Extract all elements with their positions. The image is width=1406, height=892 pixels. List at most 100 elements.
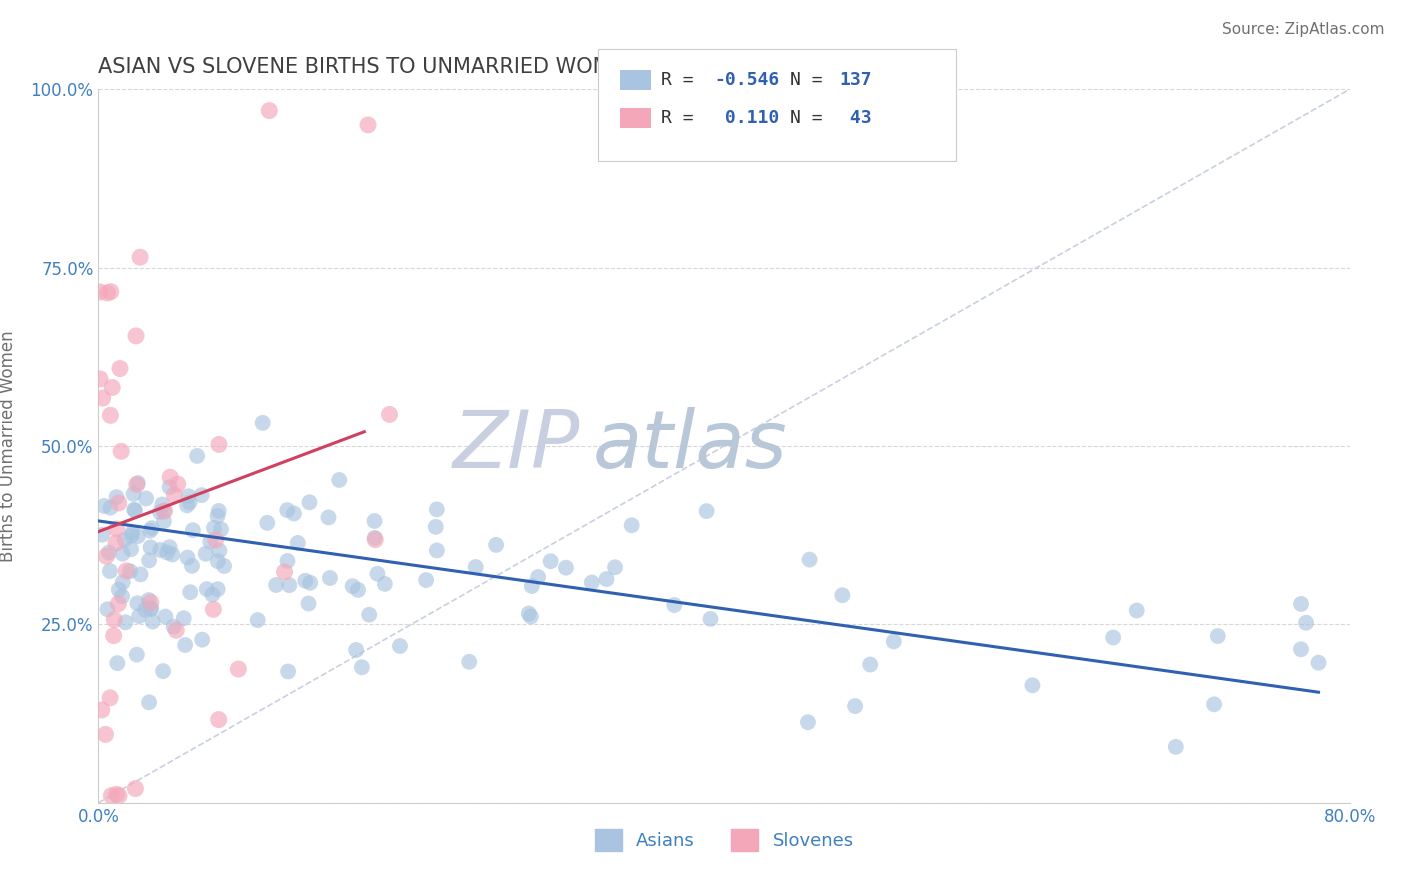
Point [831, 588, 853, 602]
Point [115, 564, 138, 578]
Point [555, 560, 578, 574]
Point [283, 507, 305, 521]
Point [153, 504, 176, 518]
Point [256, 516, 278, 530]
Point [166, 477, 188, 491]
Point [664, 598, 686, 612]
Point [173, 611, 195, 625]
Point [121, 525, 143, 540]
Point [207, 554, 229, 568]
Point [797, 715, 820, 730]
Point [298, 495, 321, 509]
Point [98, 690, 121, 705]
Point [195, 582, 218, 596]
Point [350, 660, 373, 674]
Point [287, 536, 309, 550]
Point [415, 573, 437, 587]
Point [179, 585, 201, 599]
Point [129, 250, 152, 264]
Point [299, 575, 322, 590]
Point [162, 548, 184, 562]
Point [202, 521, 225, 535]
Point [378, 408, 401, 422]
Point [194, 547, 217, 561]
Point [111, 547, 134, 561]
Point [347, 582, 370, 597]
Point [107, 597, 129, 611]
Point [259, 103, 281, 118]
Point [186, 449, 208, 463]
Text: ZIP: ZIP [453, 407, 581, 485]
Point [581, 575, 603, 590]
Point [96, 549, 118, 564]
Point [357, 118, 380, 132]
Point [118, 564, 141, 578]
Point [100, 500, 122, 515]
Point [103, 613, 125, 627]
Point [103, 629, 125, 643]
Point [246, 613, 269, 627]
Point [127, 475, 149, 490]
Point [91, 391, 114, 405]
Text: 137: 137 [839, 71, 872, 89]
Point [883, 634, 905, 648]
Point [364, 533, 387, 547]
Text: atlas: atlas [593, 407, 787, 485]
Point [1295, 615, 1317, 630]
Point [141, 521, 163, 535]
Point [191, 632, 214, 647]
Point [141, 602, 163, 616]
Point [276, 554, 298, 568]
Point [138, 695, 160, 709]
Point [89, 285, 111, 299]
Point [110, 444, 132, 458]
Point [520, 579, 543, 593]
Point [108, 789, 131, 803]
Point [181, 558, 204, 573]
Point [127, 529, 149, 543]
Point [363, 514, 385, 528]
Point [458, 655, 481, 669]
Point [139, 524, 162, 538]
Point [91, 527, 114, 541]
Point [111, 590, 134, 604]
Point [388, 639, 411, 653]
Point [100, 789, 122, 803]
Point [135, 491, 157, 506]
Point [364, 531, 387, 545]
Point [94, 727, 117, 741]
Point [105, 522, 128, 536]
Point [527, 570, 550, 584]
Point [342, 579, 364, 593]
Text: N =: N = [790, 71, 834, 89]
Point [96, 602, 118, 616]
Point [159, 540, 181, 554]
Point [202, 602, 225, 616]
Point [319, 571, 342, 585]
Point [859, 657, 882, 672]
Point [318, 510, 340, 524]
Point [159, 480, 181, 494]
Point [93, 499, 115, 513]
Point [149, 505, 172, 519]
Point [208, 543, 231, 558]
Point [114, 533, 136, 547]
Point [177, 489, 200, 503]
Point [1204, 698, 1226, 712]
Point [120, 528, 142, 542]
Point [294, 574, 316, 588]
Point [799, 552, 821, 566]
Point [156, 545, 179, 559]
Point [153, 504, 176, 518]
Text: 0.110: 0.110 [714, 109, 779, 127]
Point [344, 643, 367, 657]
Point [278, 578, 301, 592]
Point [138, 593, 160, 607]
Point [620, 518, 643, 533]
Point [176, 499, 198, 513]
Point [138, 553, 160, 567]
Point [204, 533, 226, 547]
Point [228, 662, 250, 676]
Point [150, 498, 173, 512]
Point [153, 514, 176, 528]
